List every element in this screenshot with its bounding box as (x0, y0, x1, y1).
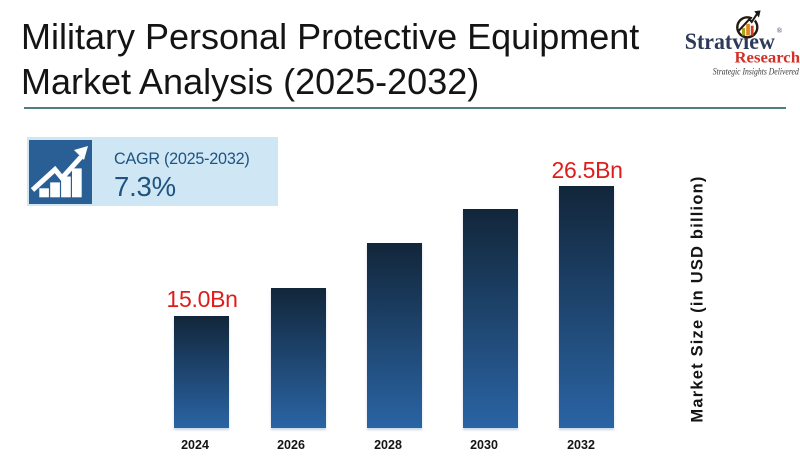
svg-text:Stratview: Stratview (685, 29, 775, 54)
svg-text:Strategic Insights Delivered: Strategic Insights Delivered (713, 68, 799, 78)
svg-text:®: ® (777, 26, 783, 35)
svg-text:Research: Research (735, 49, 800, 66)
